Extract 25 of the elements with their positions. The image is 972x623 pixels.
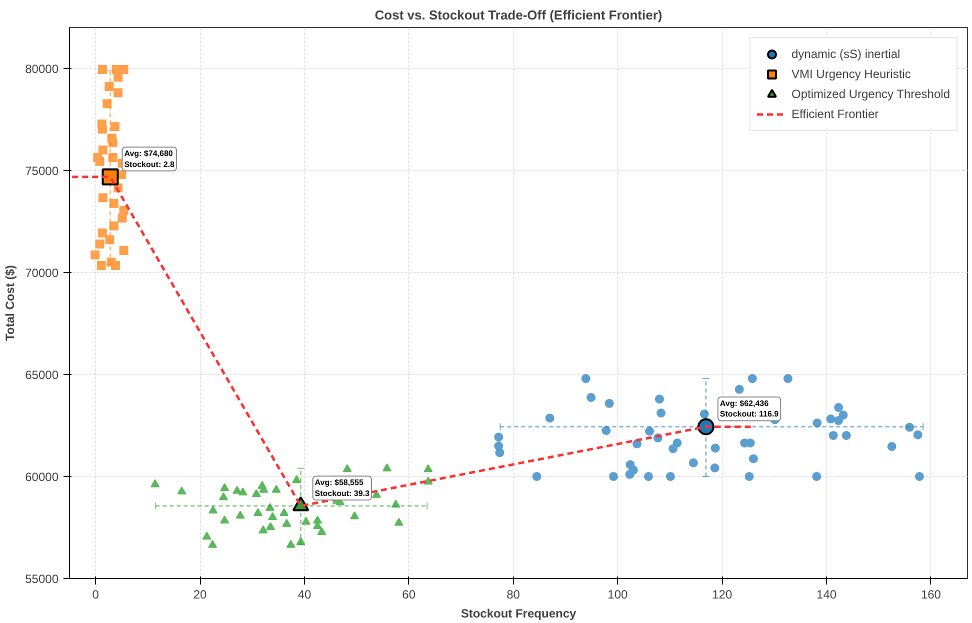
legend-label: Efficient Frontier — [791, 107, 879, 121]
chart-title: Cost vs. Stockout Trade-Off (Efficient Frontier) — [374, 8, 662, 22]
x-tick-label: 100 — [608, 588, 628, 602]
legend-label: dynamic (sS) inertial — [791, 47, 900, 61]
x-tick-label: 20 — [193, 588, 208, 602]
y-tick-label: 55000 — [25, 572, 59, 586]
x-tick-label: 0 — [92, 588, 100, 602]
y-axis-title: Total Cost ($) — [3, 265, 18, 341]
x-tick-label: 80 — [506, 588, 520, 602]
annotation: Avg: $58,555 Stockout: 39.3 — [314, 478, 370, 498]
y-tick-label: 60000 — [25, 470, 59, 484]
y-tick-label: 75000 — [25, 164, 59, 178]
annotation: Avg: $74,680 Stockout: 2.8 — [124, 149, 176, 169]
x-axis-title: Stockout Frequency — [460, 606, 577, 620]
y-tick-label: 65000 — [25, 368, 59, 382]
legend-label: Optimized Urgency Threshold — [791, 87, 950, 101]
y-tick-label: 80000 — [25, 62, 59, 76]
legend-label: VMI Urgency Heuristic — [791, 67, 911, 81]
x-tick-label: 40 — [298, 588, 312, 602]
annotation: Avg: $62,436 Stockout: 116.9 — [720, 398, 780, 419]
x-tick-label: 140 — [816, 588, 837, 602]
x-tick-label: 160 — [920, 588, 942, 602]
x-tick-label: 120 — [712, 588, 732, 602]
y-tick-label: 70000 — [25, 266, 59, 280]
x-tick-label: 60 — [402, 588, 416, 602]
